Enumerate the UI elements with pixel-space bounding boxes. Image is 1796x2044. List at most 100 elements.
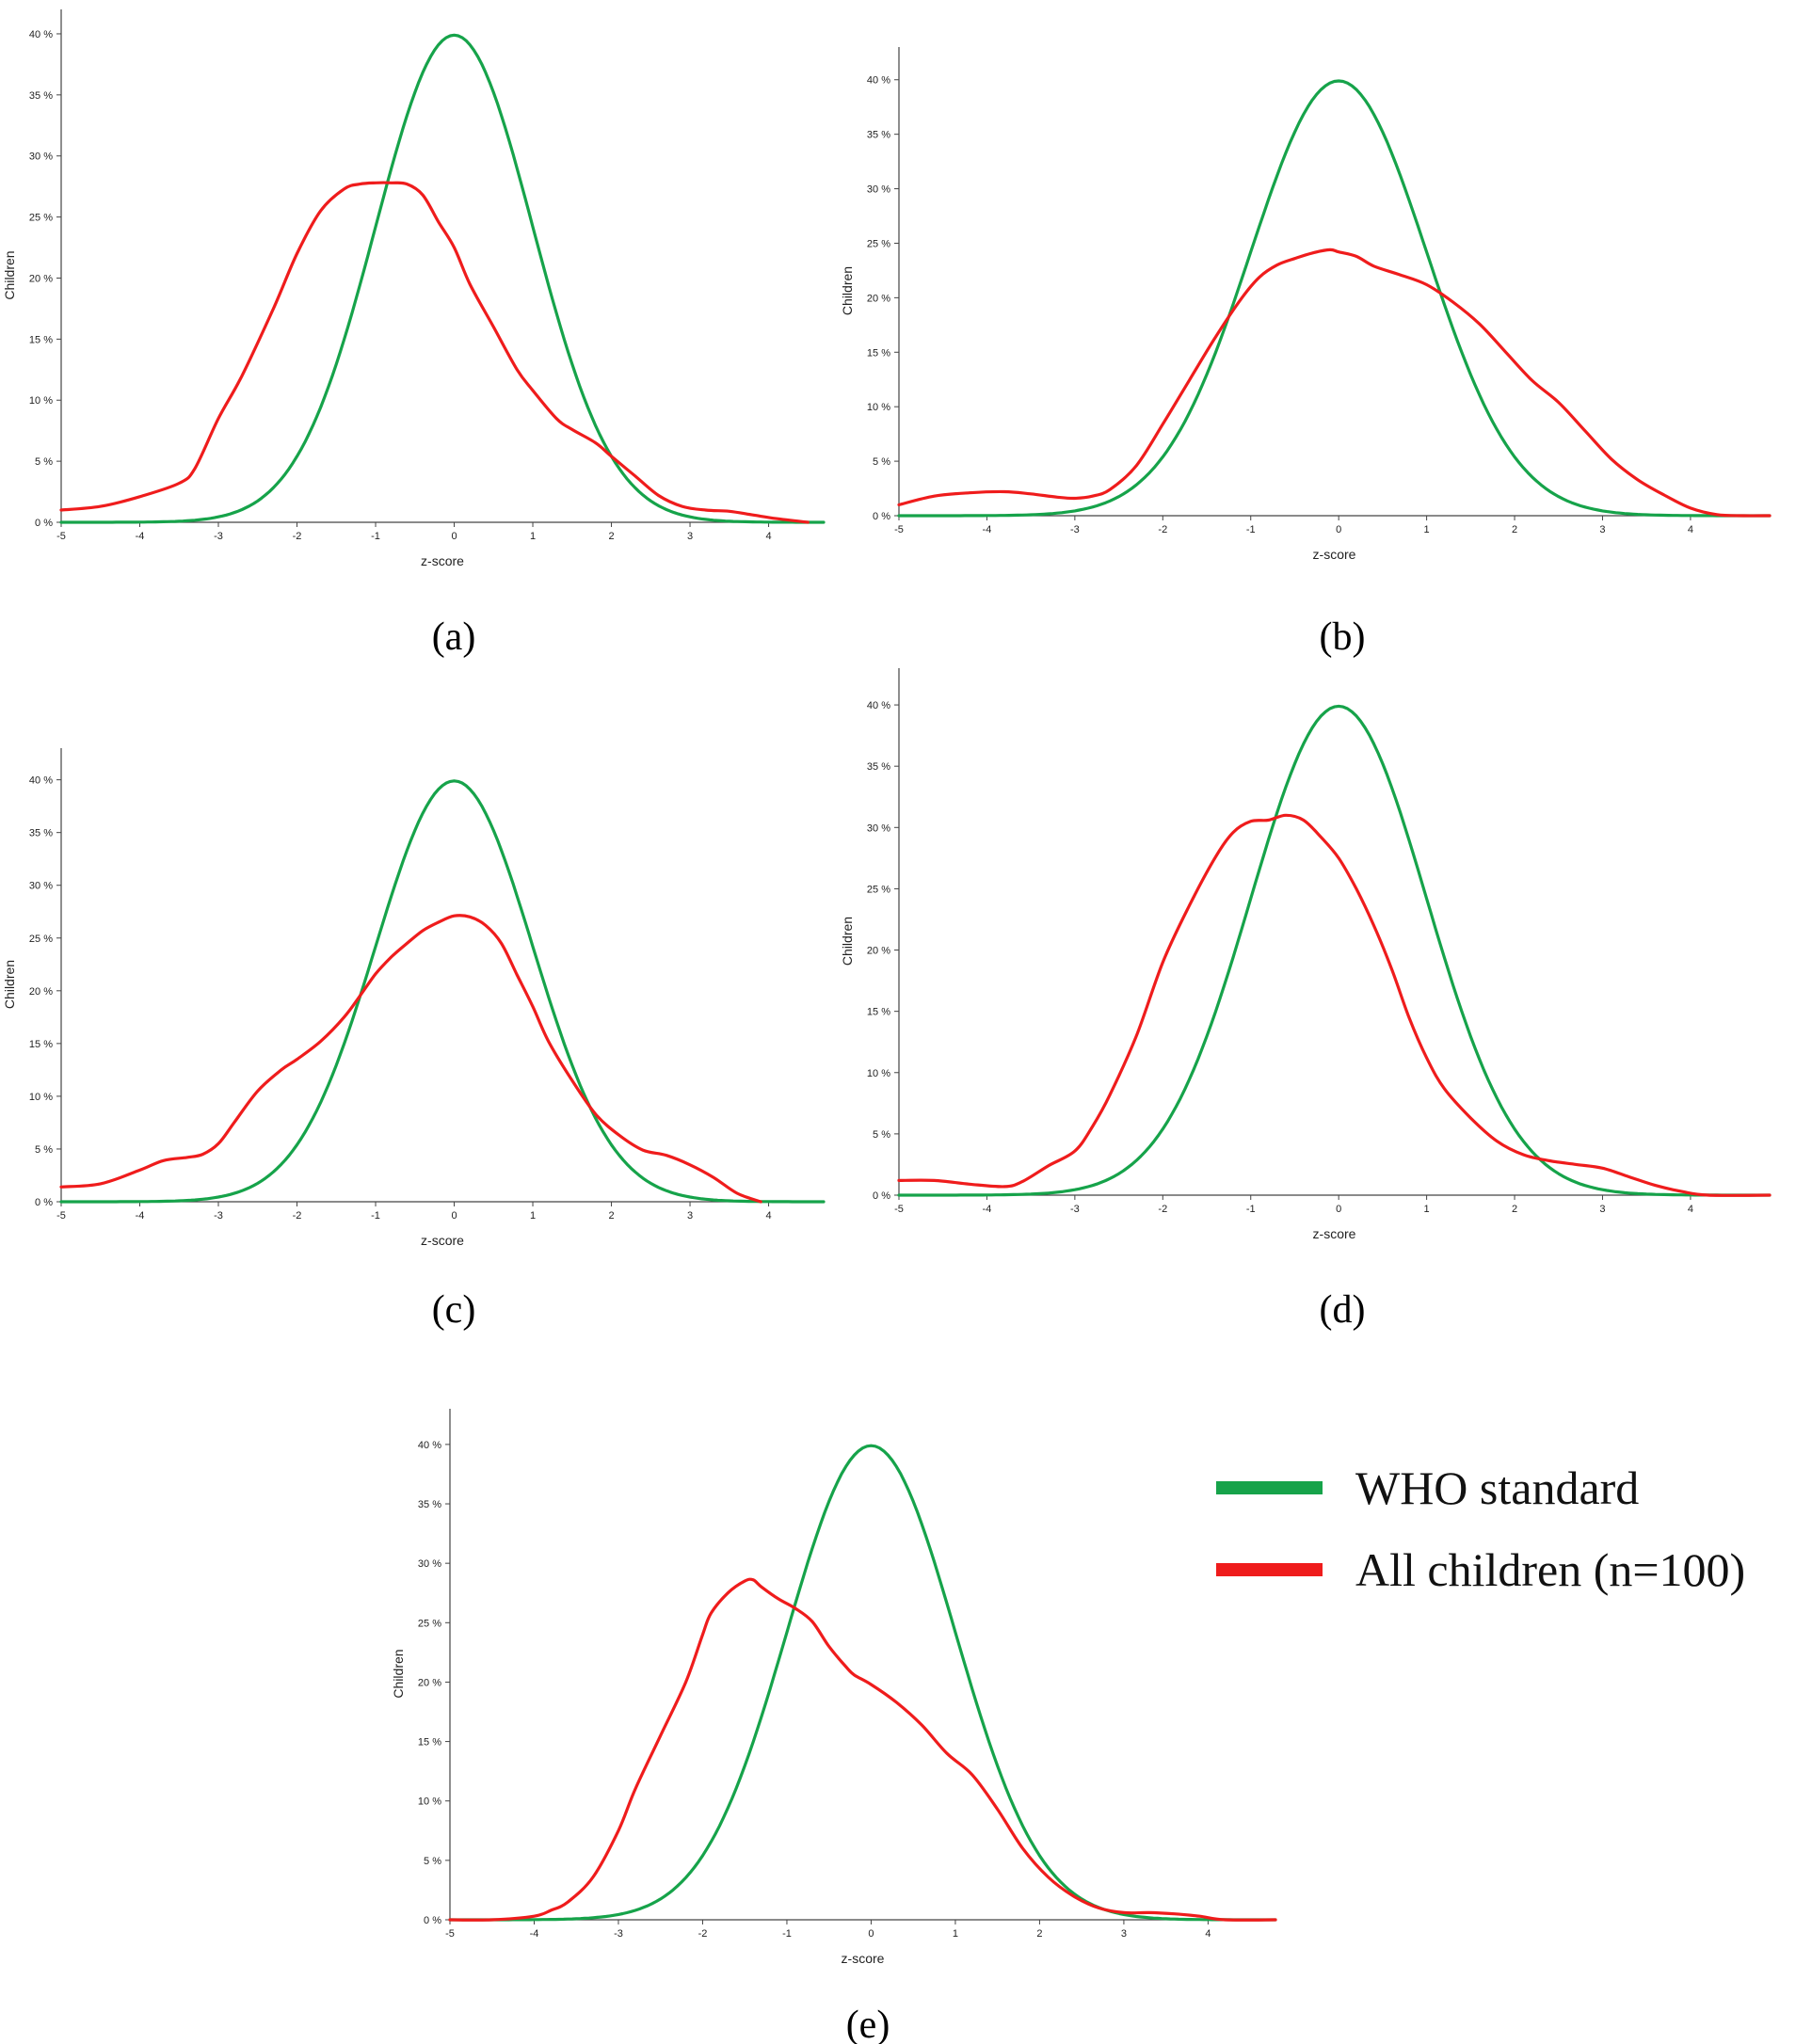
y-tick-label: 40 % xyxy=(29,775,53,787)
x-tick-label: 4 xyxy=(765,531,771,542)
y-tick-label: 40 % xyxy=(29,29,53,40)
who-standard-line xyxy=(897,704,1772,1197)
x-tick-label: 1 xyxy=(953,1928,958,1940)
y-tick-label: 15 % xyxy=(418,1737,441,1749)
chart-panel-e: -5 -4 -3 -2 -1 0 1 2 3 40 %5 %10 %15 %20 %25 %30 … xyxy=(391,1409,1277,2044)
y-tick-label: 0 % xyxy=(35,1197,53,1208)
x-tick-label: -1 xyxy=(782,1928,792,1940)
x-tick-label: -3 xyxy=(214,531,223,542)
x-tick-label: 0 xyxy=(868,1928,874,1940)
x-tick-label: 0 xyxy=(1336,1204,1341,1215)
x-axis-label: z-score xyxy=(1313,1226,1356,1241)
y-tick-label: 35 % xyxy=(418,1499,441,1510)
y-tick-label: 0 % xyxy=(873,1190,890,1202)
y-tick-label: 0 % xyxy=(873,511,890,522)
x-tick-label: -2 xyxy=(1158,524,1167,535)
all-children-line xyxy=(448,1577,1277,1922)
all-children-line xyxy=(897,813,1772,1197)
who-standard-line xyxy=(59,779,826,1204)
panel-caption: (e) xyxy=(846,2004,890,2044)
chart-panel-d: -5 -4 -3 -2 -1 0 1 2 3 40 %5 %10 %15 %20 %25 %30 … xyxy=(840,668,1772,1332)
x-tick-label: -5 xyxy=(894,1204,904,1215)
y-tick-label: 40 % xyxy=(867,75,890,87)
chart-panel-b: -5 -4 -3 -2 -1 0 1 2 3 40 %5 %10 %15 %20 %25 %30 … xyxy=(840,47,1772,659)
legend-label-all-children: All children (n=100) xyxy=(1355,1543,1745,1596)
y-tick-label: 10 % xyxy=(29,395,53,407)
x-axis-label: z-score xyxy=(421,553,464,568)
x-tick-label: -5 xyxy=(894,524,904,535)
x-tick-label: 0 xyxy=(451,1210,457,1222)
x-tick-label: 4 xyxy=(1205,1928,1211,1940)
y-tick-label: 30 % xyxy=(29,881,53,892)
y-tick-label: 30 % xyxy=(29,152,53,163)
x-tick-label: -3 xyxy=(614,1928,623,1940)
x-tick-label: -2 xyxy=(1158,1204,1167,1215)
y-tick-label: 35 % xyxy=(867,761,890,773)
y-tick-label: 25 % xyxy=(418,1618,441,1629)
x-tick-label: 3 xyxy=(687,1210,693,1222)
y-axis-label: Children xyxy=(2,960,17,1009)
x-tick-label: -5 xyxy=(56,1210,66,1222)
panel-caption: (a) xyxy=(432,615,476,659)
panel-caption: (b) xyxy=(1320,615,1366,659)
x-tick-label: -3 xyxy=(1070,524,1080,535)
x-tick-label: -3 xyxy=(1070,1204,1080,1215)
x-tick-label: -5 xyxy=(445,1928,455,1940)
x-tick-label: 2 xyxy=(1036,1928,1042,1940)
x-tick-label: -4 xyxy=(983,1204,992,1215)
who-standard-line xyxy=(448,1444,1277,1922)
x-tick-label: 2 xyxy=(608,1210,614,1222)
x-tick-label: 4 xyxy=(1688,1204,1693,1215)
x-tick-label: -4 xyxy=(136,531,145,542)
y-tick-label: 5 % xyxy=(873,1129,890,1141)
y-tick-label: 10 % xyxy=(867,402,890,413)
x-tick-label: 3 xyxy=(1599,1204,1605,1215)
y-tick-label: 25 % xyxy=(867,884,890,895)
x-tick-label: -4 xyxy=(136,1210,145,1222)
y-tick-label: 0 % xyxy=(35,518,53,529)
x-tick-label: -5 xyxy=(56,531,66,542)
x-axis-label: z-score xyxy=(1313,547,1356,562)
who-standard-line xyxy=(59,33,826,524)
y-tick-label: 30 % xyxy=(867,184,890,196)
x-tick-label: -4 xyxy=(983,524,992,535)
panel-caption: (c) xyxy=(432,1288,476,1332)
x-axis-label: z-score xyxy=(421,1233,464,1248)
y-tick-label: 25 % xyxy=(867,238,890,249)
x-tick-label: 0 xyxy=(1336,524,1341,535)
y-tick-label: 10 % xyxy=(29,1092,53,1103)
y-tick-label: 20 % xyxy=(29,273,53,284)
y-tick-label: 15 % xyxy=(867,1007,890,1018)
all-children-line xyxy=(897,248,1772,518)
all-children-line xyxy=(59,914,762,1204)
x-tick-label: -2 xyxy=(293,1210,302,1222)
y-tick-label: 5 % xyxy=(35,456,53,468)
y-tick-label: 10 % xyxy=(418,1796,441,1808)
x-tick-label: 3 xyxy=(687,531,693,542)
x-tick-label: 4 xyxy=(765,1210,771,1222)
y-tick-label: 30 % xyxy=(867,822,890,834)
y-tick-label: 15 % xyxy=(29,334,53,345)
x-tick-label: -2 xyxy=(293,531,302,542)
x-tick-label: 0 xyxy=(451,531,457,542)
who-standard-line xyxy=(897,79,1772,518)
x-tick-label: -1 xyxy=(371,531,380,542)
x-tick-label: -1 xyxy=(1246,524,1256,535)
x-tick-label: 2 xyxy=(608,531,614,542)
y-tick-label: 40 % xyxy=(418,1440,441,1451)
y-tick-label: 25 % xyxy=(29,213,53,224)
y-tick-label: 40 % xyxy=(867,700,890,711)
y-tick-label: 35 % xyxy=(29,828,53,839)
x-tick-label: 4 xyxy=(1688,524,1693,535)
y-tick-label: 20 % xyxy=(29,986,53,998)
x-tick-label: -4 xyxy=(530,1928,539,1940)
x-tick-label: 1 xyxy=(1424,1204,1430,1215)
x-tick-label: 1 xyxy=(530,531,536,542)
x-tick-label: 2 xyxy=(1512,1204,1517,1215)
y-tick-label: 25 % xyxy=(29,934,53,945)
y-tick-label: 15 % xyxy=(29,1039,53,1050)
x-tick-label: -1 xyxy=(371,1210,380,1222)
all-children-line xyxy=(59,181,810,524)
y-tick-label: 20 % xyxy=(418,1677,441,1688)
